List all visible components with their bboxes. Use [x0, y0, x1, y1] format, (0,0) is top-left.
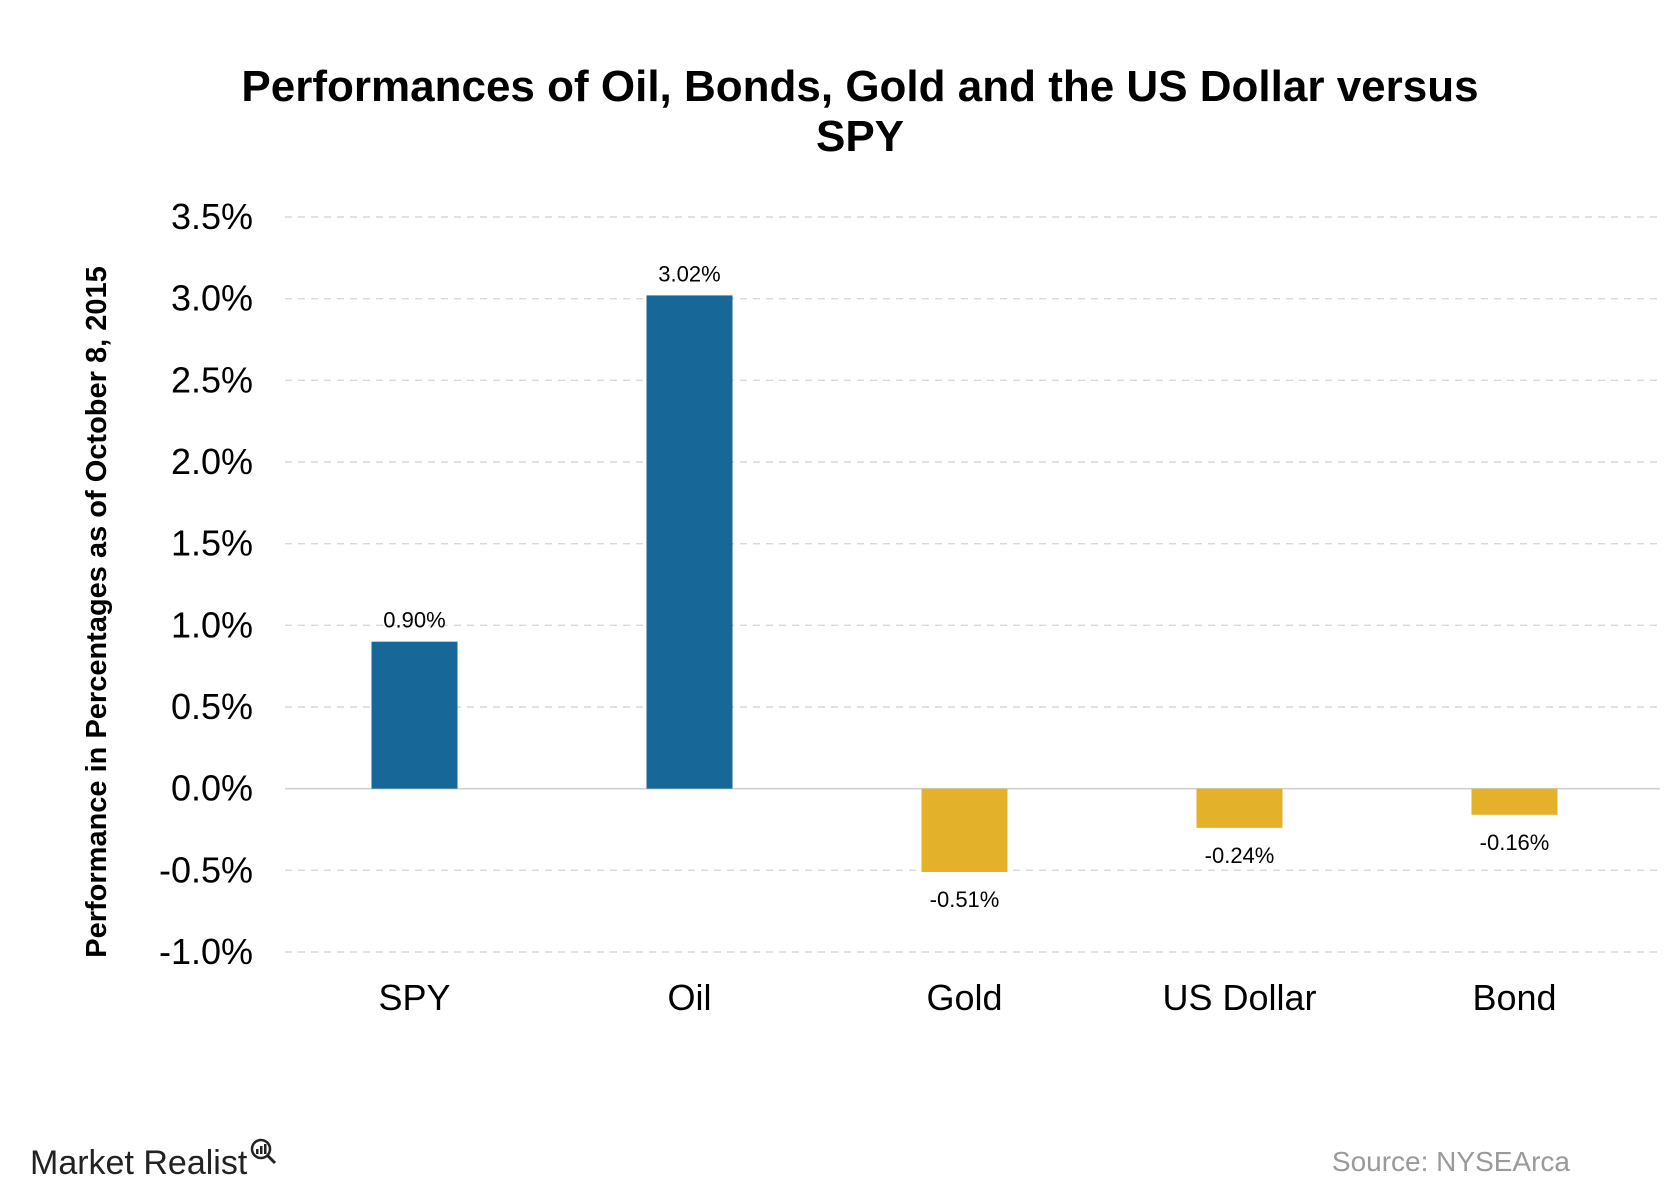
data-labels: 0.90% 3.02% -0.51% -0.24% -0.16%	[383, 261, 1549, 912]
data-label: 0.90%	[383, 608, 445, 633]
x-tick-label: Bond	[1472, 977, 1556, 1018]
y-tick-label: 1.5%	[171, 523, 253, 564]
y-tick-label: 2.5%	[171, 359, 253, 400]
market-realist-logo: Market Realist	[30, 1138, 277, 1188]
x-tick-label: Oil	[668, 977, 712, 1018]
y-tick-label: -1.0%	[159, 931, 253, 972]
bars	[371, 295, 1558, 872]
brand-name: Market Realist	[30, 1143, 248, 1182]
bar-bond	[1471, 788, 1558, 815]
data-label: -0.16%	[1480, 830, 1550, 855]
y-tick-label: 0.5%	[171, 686, 253, 727]
bar-us-dollar	[1196, 788, 1283, 828]
data-label: 3.02%	[658, 261, 720, 286]
x-tick-label: SPY	[378, 977, 450, 1018]
y-tick-label: 0.0%	[171, 768, 253, 809]
data-label: -0.24%	[1205, 843, 1275, 868]
chart-title-line-1: Performances of Oil, Bonds, Gold and the…	[241, 62, 1479, 111]
y-tick-label: 3.0%	[171, 278, 253, 319]
magnifier-chart-icon	[249, 1135, 277, 1165]
y-axis-tick-labels: 3.5% 3.0% 2.5% 2.0% 1.5% 1.0% 0.5% 0.0% -0.5% -1.…	[159, 196, 253, 972]
x-tick-label: Gold	[926, 977, 1002, 1018]
bar-oil	[646, 295, 733, 789]
chart-title-line-2: SPY	[815, 112, 905, 161]
x-axis-tick-labels: SPY Oil Gold US Dollar Bond	[378, 977, 1556, 1018]
chart-title: Performances of Oil, Bonds, Gold and the…	[150, 62, 1570, 162]
y-tick-label: 2.0%	[171, 441, 253, 482]
x-tick-label: US Dollar	[1162, 977, 1316, 1018]
y-tick-label: 3.5%	[171, 196, 253, 237]
source-note: Source: NYSEArca	[1331, 1146, 1570, 1177]
y-tick-label: -0.5%	[159, 849, 253, 890]
y-tick-label: 1.0%	[171, 604, 253, 645]
data-label: -0.51%	[930, 887, 1000, 912]
bar-spy	[371, 641, 458, 789]
bar-gold	[921, 788, 1008, 872]
y-axis-title: Performance in Percentages as of October…	[81, 266, 113, 957]
